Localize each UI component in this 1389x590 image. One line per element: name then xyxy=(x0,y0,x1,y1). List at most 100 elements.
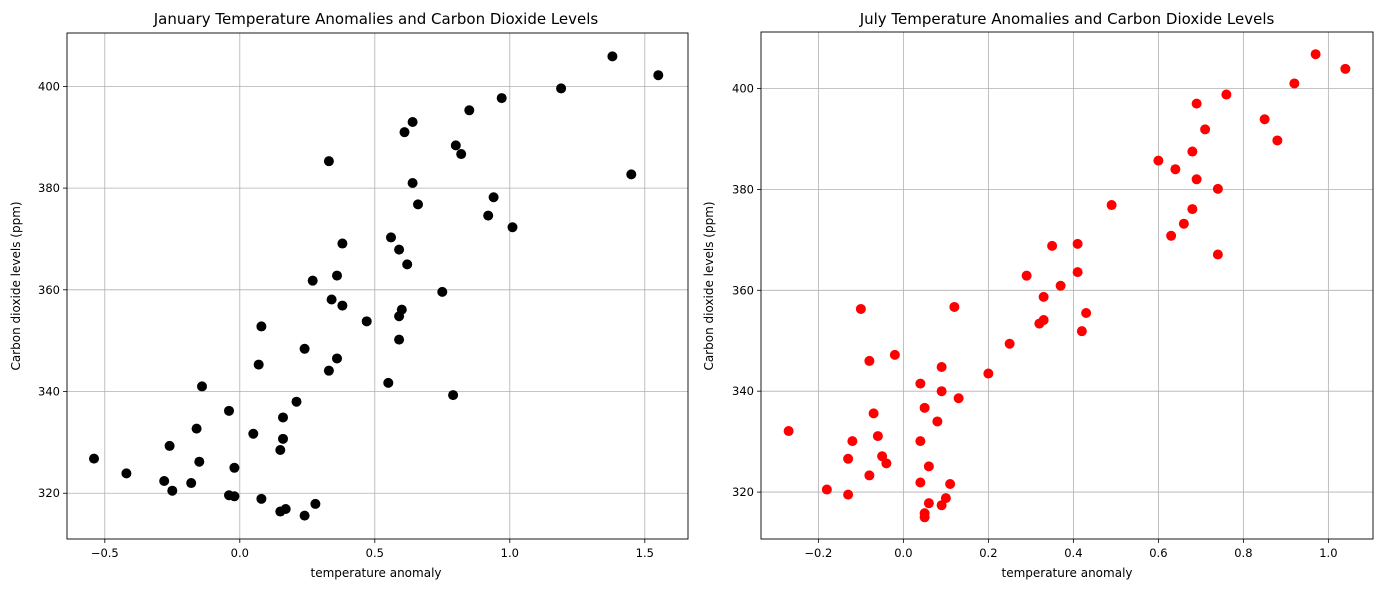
data-point xyxy=(945,479,956,490)
data-point xyxy=(1038,315,1049,326)
data-point xyxy=(556,83,567,94)
data-point xyxy=(1166,230,1177,241)
y-tick-label: 400 xyxy=(38,79,60,93)
data-point xyxy=(1259,114,1270,125)
data-point xyxy=(396,304,407,315)
data-point xyxy=(983,368,994,379)
data-point xyxy=(653,70,664,81)
y-tick-label: 360 xyxy=(732,283,754,297)
data-point xyxy=(386,232,396,243)
data-point xyxy=(483,210,494,221)
data-point xyxy=(847,436,858,447)
data-point xyxy=(323,156,334,167)
data-point xyxy=(923,461,934,472)
data-point xyxy=(1272,135,1283,146)
data-point xyxy=(407,116,418,127)
data-point xyxy=(1187,146,1198,157)
data-point xyxy=(1072,238,1083,249)
x-tick-label: 0.4 xyxy=(1064,546,1082,560)
x-tick-label: 0.8 xyxy=(1234,546,1252,560)
data-point xyxy=(89,453,99,464)
data-point xyxy=(1212,249,1223,260)
data-point xyxy=(1047,240,1058,251)
data-point xyxy=(1200,124,1211,135)
data-point xyxy=(337,238,348,249)
y-tick-label: 380 xyxy=(38,181,60,195)
y-tick-label: 400 xyxy=(732,82,754,96)
data-point xyxy=(1055,280,1066,291)
data-point xyxy=(1178,218,1189,229)
data-point xyxy=(186,478,197,489)
data-point xyxy=(299,343,310,354)
data-point xyxy=(167,485,178,496)
data-point xyxy=(1187,204,1198,215)
data-point xyxy=(332,270,342,281)
data-point xyxy=(940,493,951,504)
data-point xyxy=(291,396,302,407)
data-point xyxy=(299,510,310,521)
x-tick-label: 0.2 xyxy=(979,546,997,560)
y-tick-label: 320 xyxy=(38,486,60,500)
axes-frame xyxy=(760,31,1374,540)
data-point xyxy=(1170,164,1181,175)
x-tick-label: −0.2 xyxy=(804,546,832,560)
data-point xyxy=(1153,155,1164,166)
data-point xyxy=(280,503,291,514)
data-point xyxy=(855,303,866,314)
data-point xyxy=(1289,78,1300,89)
data-point xyxy=(821,484,832,495)
data-point xyxy=(402,259,413,270)
data-point xyxy=(456,149,467,160)
data-point xyxy=(399,127,410,138)
data-point xyxy=(394,244,405,255)
data-point xyxy=(310,498,321,509)
y-tick-label: 320 xyxy=(732,485,754,499)
data-point xyxy=(121,468,132,479)
data-point xyxy=(278,433,288,444)
x-tick-label: 0.0 xyxy=(231,546,249,560)
data-point xyxy=(407,178,418,189)
data-point xyxy=(843,453,854,464)
y-tick-label: 340 xyxy=(732,384,754,398)
data-point xyxy=(864,470,875,481)
data-point xyxy=(248,428,259,439)
data-point xyxy=(464,105,475,116)
data-point xyxy=(923,498,934,509)
data-point xyxy=(307,275,318,286)
data-point xyxy=(607,51,618,62)
data-point xyxy=(1310,49,1321,60)
data-point xyxy=(361,316,372,327)
y-axis-label: Carbon dioxide levels (ppm) xyxy=(702,201,716,370)
data-point xyxy=(919,508,930,519)
x-tick-label: 0.5 xyxy=(366,546,384,560)
data-point xyxy=(1221,89,1232,100)
x-axis-label: temperature anomaly xyxy=(310,566,441,580)
y-tick-label: 340 xyxy=(38,385,60,399)
x-tick-label: −0.5 xyxy=(91,546,119,560)
data-point xyxy=(1038,291,1049,302)
data-point xyxy=(488,192,499,203)
data-point xyxy=(881,458,892,469)
data-point xyxy=(323,365,334,376)
data-point xyxy=(936,386,947,397)
data-point xyxy=(1191,174,1202,185)
data-point xyxy=(872,431,883,442)
data-point xyxy=(953,393,964,404)
july-scatter-panel: July Temperature Anomalies and Carbon Di… xyxy=(702,10,1374,580)
data-point xyxy=(1081,307,1092,318)
data-point xyxy=(1340,63,1351,74)
data-point xyxy=(383,377,394,388)
data-point xyxy=(949,301,960,312)
data-point xyxy=(1004,338,1015,349)
data-point xyxy=(915,378,926,389)
data-point xyxy=(337,300,348,311)
data-point xyxy=(256,493,267,504)
data-point xyxy=(437,286,448,297)
data-point xyxy=(864,355,875,366)
data-point xyxy=(1072,267,1083,278)
data-point xyxy=(919,402,930,413)
data-point xyxy=(164,440,175,451)
data-point xyxy=(1021,270,1032,281)
data-point xyxy=(1191,98,1202,109)
